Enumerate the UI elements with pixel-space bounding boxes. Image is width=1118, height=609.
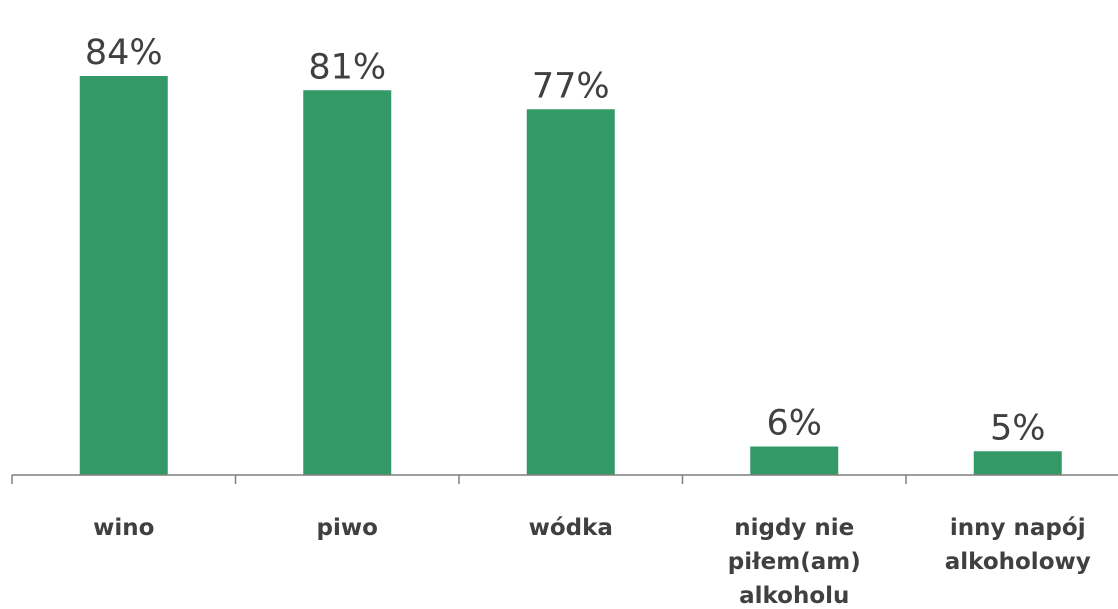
value-label-wino: 84% — [85, 33, 163, 73]
category-label-inny-napoj-alkoholowy: inny napój alkoholowy — [945, 515, 1091, 575]
category-labels-group: wino piwo wódka nigdy nie piłem(am) alkoholu i… — [93, 515, 1091, 609]
category-label-line: alkoholowy — [945, 549, 1091, 575]
category-label-line: wódka — [529, 515, 613, 541]
bar-nigdy-nie-pilem-am-alkoholu — [750, 446, 839, 475]
x-axis — [11, 474, 1118, 484]
category-label-line: wino — [93, 515, 154, 541]
value-label-wodka: 77% — [532, 66, 610, 106]
bar-wodka — [526, 109, 615, 475]
category-label-line: alkoholu — [739, 583, 849, 609]
category-label-line: piwo — [317, 515, 378, 541]
category-label-nigdy-nie-pilem-am-alkoholu: nigdy nie piłem(am) alkoholu — [728, 515, 861, 609]
category-label-line: piłem(am) — [728, 549, 861, 575]
bar-piwo — [303, 90, 392, 475]
category-label-line: inny napój — [950, 515, 1086, 541]
value-labels-group: 84% 81% 77% 6% 5% — [85, 33, 1046, 448]
category-label-wodka: wódka — [529, 515, 613, 541]
bar-wino — [79, 76, 168, 475]
value-label-inny-napoj-alkoholowy: 5% — [990, 408, 1046, 448]
category-label-wino: wino — [93, 515, 154, 541]
category-label-line: nigdy nie — [734, 515, 854, 541]
bars-group — [79, 76, 1062, 475]
category-label-piwo: piwo — [317, 515, 378, 541]
value-label-piwo: 81% — [308, 47, 386, 87]
bar-inny-napoj-alkoholowy — [973, 451, 1062, 475]
value-label-nigdy-nie-pilem-am-alkoholu: 6% — [766, 404, 822, 444]
